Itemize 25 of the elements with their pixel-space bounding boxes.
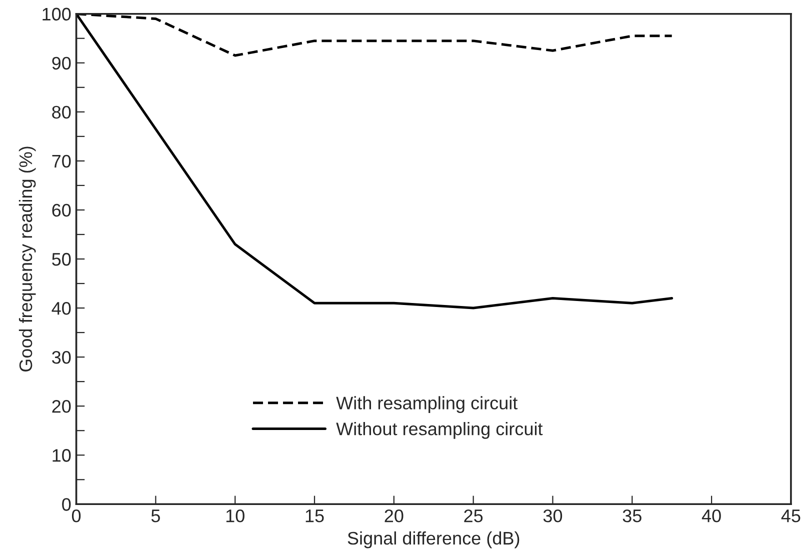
- y-tick-label: 70: [52, 154, 71, 168]
- x-tick-label: 25: [464, 509, 483, 522]
- x-axis-title: Signal difference (dB): [348, 531, 520, 548]
- y-tick-label: 80: [52, 106, 71, 119]
- x-tick-label: 5: [151, 510, 160, 522]
- x-tick-label: 0: [72, 509, 81, 522]
- y-tick-label: 30: [52, 350, 71, 364]
- x-tick-label: 30: [543, 509, 562, 522]
- legend-label: Without resampling circuit: [336, 422, 543, 439]
- x-tick-label: 40: [702, 509, 721, 522]
- y-axis-title: Good frequency reading (%): [18, 146, 36, 372]
- x-tick-label: 45: [781, 510, 800, 522]
- x-tick-label: 20: [384, 509, 404, 522]
- y-tick-label: 10: [52, 449, 71, 462]
- y-tick-label: 40: [52, 302, 71, 315]
- y-tick-label: 20: [52, 400, 71, 413]
- y-tick-label: 100: [42, 8, 71, 21]
- x-tick-label: 15: [306, 510, 324, 522]
- x-tick-label: 10: [226, 509, 244, 522]
- y-tick-label: 60: [52, 204, 71, 217]
- legend-label: With resampling circuit: [336, 396, 518, 413]
- y-tick-label: 90: [52, 56, 71, 70]
- x-tick-label: 35: [622, 509, 642, 522]
- y-tick-label: 0: [62, 498, 71, 511]
- y-tick-label: 50: [52, 252, 71, 266]
